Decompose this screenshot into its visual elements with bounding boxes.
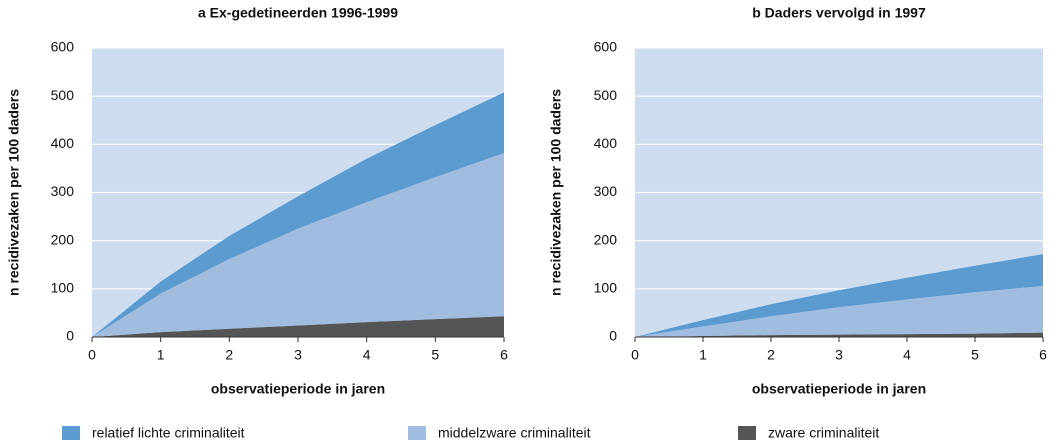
x-axis-label: observatieperiode in jaren bbox=[752, 381, 926, 397]
area bbox=[92, 153, 504, 337]
y-tick-label: 500 bbox=[594, 87, 618, 103]
x-tick-label: 0 bbox=[631, 347, 639, 363]
chart: 0 100 200 300 400 500 600 0 1 2 3 4 5 6 a Ex-gedetinee… bbox=[6, 5, 508, 397]
legend-swatch bbox=[738, 426, 756, 440]
y-tick-label: 600 bbox=[594, 39, 618, 55]
x-tick-label: 5 bbox=[971, 347, 979, 363]
x-tick-label: 1 bbox=[699, 347, 707, 363]
y-tick-label: 200 bbox=[594, 231, 618, 247]
x-axis-label: observatieperiode in jaren bbox=[211, 381, 385, 397]
legend-label: middelzware criminaliteit bbox=[438, 425, 591, 441]
area bbox=[635, 254, 1043, 337]
legend-label: zware criminaliteit bbox=[768, 425, 879, 441]
x-tick-label: 2 bbox=[225, 347, 233, 363]
y-tick-label: 400 bbox=[51, 135, 75, 151]
x-tick-label: 0 bbox=[88, 347, 96, 363]
x-tick-label: 5 bbox=[431, 347, 439, 363]
x-tick-label: 3 bbox=[294, 347, 302, 363]
y-tick-label: 300 bbox=[594, 183, 618, 199]
area bbox=[92, 316, 504, 337]
y-tick-label: 0 bbox=[609, 328, 617, 344]
y-axis-label: n recidivezaken per 100 daders bbox=[6, 89, 22, 296]
y-tick-label: 600 bbox=[51, 39, 75, 55]
legend-swatch bbox=[62, 426, 80, 440]
x-tick-label: 1 bbox=[157, 347, 165, 363]
y-tick-label: 300 bbox=[51, 183, 75, 199]
legend-item: zware criminaliteit bbox=[738, 425, 879, 441]
x-tick-label: 6 bbox=[1039, 347, 1047, 363]
y-tick-label: 100 bbox=[51, 280, 75, 296]
chart-title: a Ex-gedetineerden 1996-1999 bbox=[198, 5, 398, 21]
legend-label: relatief lichte criminaliteit bbox=[92, 425, 245, 441]
x-tick-label: 4 bbox=[363, 347, 371, 363]
chart: 0 100 200 300 400 500 600 0 1 2 3 4 5 6 b Daders vervo… bbox=[548, 5, 1047, 397]
y-tick-label: 100 bbox=[594, 280, 618, 296]
chart-title: b Daders vervolgd in 1997 bbox=[752, 5, 926, 21]
legend-item: middelzware criminaliteit bbox=[408, 425, 591, 441]
legend-swatch bbox=[408, 426, 426, 440]
x-tick-label: 6 bbox=[500, 347, 508, 363]
y-tick-label: 200 bbox=[51, 231, 75, 247]
y-tick-label: 500 bbox=[51, 87, 75, 103]
legend-item: relatief lichte criminaliteit bbox=[62, 425, 245, 441]
area bbox=[635, 332, 1043, 337]
x-tick-label: 3 bbox=[835, 347, 843, 363]
y-tick-label: 0 bbox=[66, 328, 74, 344]
x-tick-label: 2 bbox=[767, 347, 775, 363]
area bbox=[635, 285, 1043, 337]
area bbox=[92, 92, 504, 338]
x-tick-label: 4 bbox=[903, 347, 911, 363]
y-tick-label: 400 bbox=[594, 135, 618, 151]
y-axis-label: n recidivezaken per 100 daders bbox=[548, 89, 564, 296]
